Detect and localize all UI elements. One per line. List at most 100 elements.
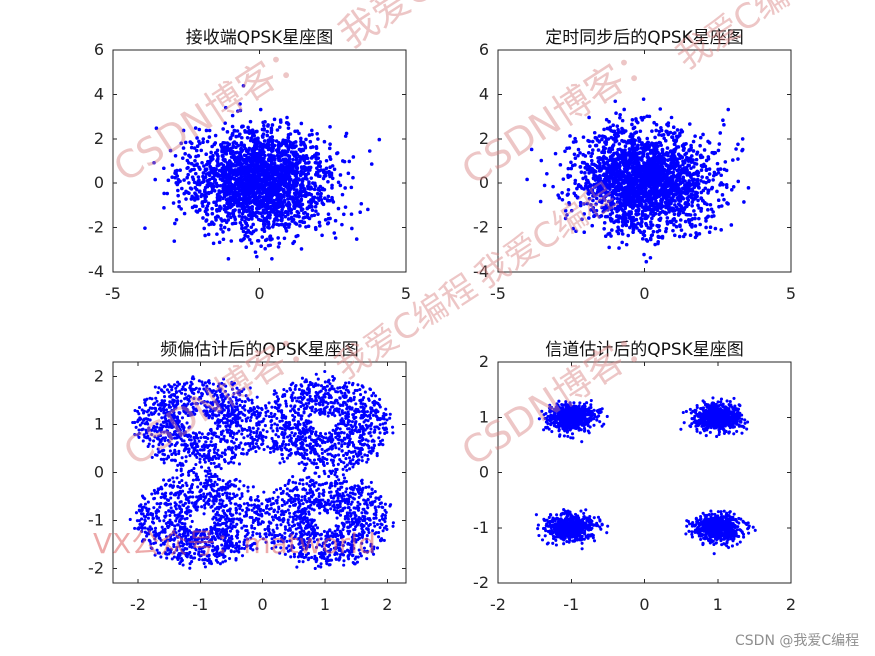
scatter-point bbox=[299, 157, 303, 161]
scatter-point bbox=[647, 114, 652, 119]
scatter-point bbox=[221, 173, 226, 178]
scatter-point bbox=[243, 186, 248, 191]
scatter-point bbox=[724, 185, 729, 190]
scatter-point bbox=[656, 175, 660, 180]
scatter-point bbox=[200, 180, 205, 184]
scatter-point bbox=[638, 129, 643, 134]
scatter-point bbox=[257, 211, 261, 215]
scatter-point bbox=[657, 167, 661, 172]
scatter-point bbox=[220, 147, 224, 151]
scatter-point bbox=[671, 125, 676, 130]
scatter-point bbox=[676, 145, 681, 149]
scatter-point bbox=[631, 224, 636, 229]
scatter-point bbox=[620, 232, 625, 236]
scatter-point bbox=[655, 181, 660, 185]
scatter-point bbox=[191, 451, 195, 455]
scatter-point bbox=[185, 175, 189, 180]
scatter-point bbox=[624, 216, 628, 221]
scatter-point bbox=[642, 161, 646, 165]
scatter-point bbox=[589, 203, 593, 207]
scatter-point bbox=[170, 388, 174, 392]
scatter-point bbox=[294, 157, 299, 162]
scatter-point bbox=[322, 139, 327, 144]
scatter-point bbox=[173, 171, 177, 175]
scatter-point bbox=[235, 129, 240, 133]
scatter-point bbox=[317, 220, 322, 225]
scatter-point bbox=[185, 381, 189, 385]
scatter-point bbox=[331, 200, 336, 204]
scatter-point bbox=[583, 175, 588, 179]
scatter-point bbox=[142, 418, 146, 422]
x-tick-label: 5 bbox=[401, 284, 411, 303]
scatter-point bbox=[678, 207, 683, 212]
scatter-point bbox=[233, 221, 238, 226]
scatter-point bbox=[649, 233, 654, 238]
scatter-point bbox=[271, 144, 275, 149]
scatter-point bbox=[638, 169, 643, 174]
scatter-point bbox=[707, 167, 712, 171]
scatter-point bbox=[196, 196, 200, 201]
scatter-point bbox=[266, 225, 270, 230]
scatter-point bbox=[629, 210, 633, 214]
scatter-point bbox=[599, 179, 603, 184]
scatter-point bbox=[662, 177, 667, 181]
scatter-point bbox=[591, 206, 596, 210]
scatter-point bbox=[726, 107, 731, 112]
scatter-point bbox=[681, 210, 686, 215]
scatter-point bbox=[182, 191, 187, 196]
scatter-point bbox=[212, 431, 216, 435]
scatter-point bbox=[286, 135, 290, 140]
scatter-point bbox=[276, 173, 280, 178]
scatter-point bbox=[237, 169, 241, 174]
scatter-point bbox=[590, 139, 595, 144]
scatter-point bbox=[280, 179, 285, 184]
scatter-point bbox=[193, 198, 197, 202]
scatter-point bbox=[648, 151, 653, 155]
scatter-point bbox=[666, 151, 670, 156]
scatter-point bbox=[249, 184, 253, 188]
scatter-point bbox=[286, 200, 291, 205]
scatter-point bbox=[584, 181, 588, 186]
scatter-point bbox=[612, 159, 617, 164]
scatter-point bbox=[240, 177, 244, 182]
scatter-point bbox=[215, 152, 219, 156]
scatter-point bbox=[624, 163, 629, 167]
scatter-point bbox=[177, 204, 181, 209]
scatter-point bbox=[232, 461, 236, 465]
scatter-point bbox=[613, 99, 618, 104]
scatter-point bbox=[208, 165, 213, 169]
scatter-point bbox=[237, 195, 242, 200]
scatter-point bbox=[221, 127, 225, 131]
scatter-point bbox=[666, 170, 671, 175]
scatter-point bbox=[186, 402, 190, 406]
scatter-point bbox=[318, 184, 323, 189]
scatter-point bbox=[563, 216, 568, 221]
scatter-point bbox=[230, 169, 235, 173]
scatter-point bbox=[268, 213, 272, 217]
scatter-point bbox=[173, 436, 177, 440]
scatter-point bbox=[576, 147, 581, 152]
scatter-point bbox=[226, 227, 231, 232]
scatter-point bbox=[594, 136, 599, 140]
scatter-point bbox=[622, 139, 627, 144]
scatter-point bbox=[292, 206, 297, 211]
scatter-point bbox=[317, 197, 322, 202]
scatter-point bbox=[551, 184, 555, 189]
scatter-point bbox=[657, 193, 661, 197]
scatter-point bbox=[295, 181, 300, 185]
scatter-point bbox=[578, 165, 583, 169]
scatter-point bbox=[566, 188, 571, 192]
scatter-point bbox=[628, 162, 632, 166]
scatter-point bbox=[671, 198, 676, 203]
scatter-point bbox=[137, 412, 141, 416]
scatter-point bbox=[315, 131, 319, 136]
y-tick-label: -2 bbox=[473, 218, 489, 237]
scatter-point bbox=[292, 187, 296, 191]
scatter-point bbox=[630, 181, 635, 186]
scatter-point bbox=[687, 194, 691, 199]
scatter-point bbox=[336, 180, 341, 185]
scatter-point bbox=[223, 105, 228, 110]
scatter-point bbox=[215, 192, 220, 197]
scatter-point bbox=[296, 233, 300, 238]
scatter-point bbox=[323, 196, 327, 201]
